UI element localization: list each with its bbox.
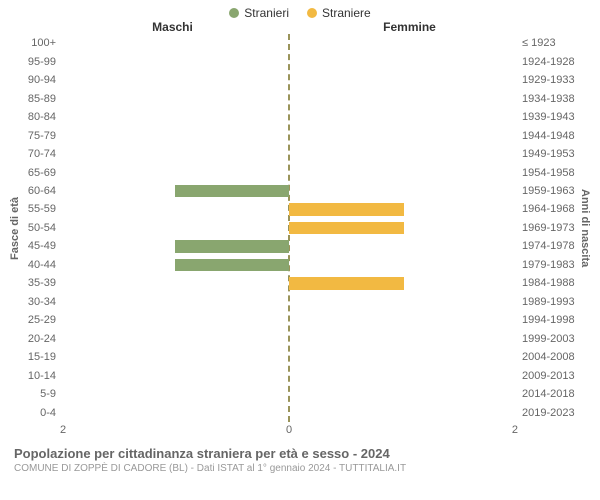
legend-label-male: Stranieri (244, 6, 289, 20)
pyramid-row (60, 71, 518, 89)
chart-area: Fasce di età 100+95-9990-9485-8980-8475-… (0, 34, 600, 422)
age-tick: 30-34 (24, 293, 56, 311)
pyramid-row (60, 348, 518, 366)
pyramid-row (60, 52, 518, 70)
col-header-male: Maschi (54, 20, 291, 34)
pyramid-row (60, 108, 518, 126)
bar-female (289, 203, 404, 216)
age-tick: 85-89 (24, 89, 56, 107)
birth-tick: 1954-1958 (522, 163, 576, 181)
pyramid-row (60, 126, 518, 144)
age-tick: 70-74 (24, 145, 56, 163)
age-tick: 50-54 (24, 219, 56, 237)
col-header-female: Femmine (291, 20, 528, 34)
pyramid-row (60, 219, 518, 237)
age-tick: 25-29 (24, 311, 56, 329)
x-axis: 2 0 2 (0, 424, 600, 436)
pyramid-row (60, 182, 518, 200)
y-axis-label-right: Anni di nascita (576, 34, 594, 422)
pyramid-row (60, 385, 518, 403)
legend-swatch-female (307, 8, 317, 18)
birth-tick: 1939-1943 (522, 108, 576, 126)
legend-swatch-male (229, 8, 239, 18)
pyramid-row (60, 237, 518, 255)
birth-tick: 2004-2008 (522, 348, 576, 366)
chart-subtitle: COMUNE DI ZOPPÈ DI CADORE (BL) - Dati IS… (14, 463, 586, 474)
legend-item-male: Stranieri (229, 6, 289, 20)
y-ticks-age: 100+95-9990-9485-8980-8475-7970-7465-696… (24, 34, 60, 422)
legend-item-female: Straniere (307, 6, 371, 20)
age-tick: 0-4 (24, 403, 56, 421)
birth-tick: 1949-1953 (522, 145, 576, 163)
y-axis-label-left: Fasce di età (6, 34, 24, 422)
pyramid-row (60, 34, 518, 52)
age-tick: 90-94 (24, 71, 56, 89)
plot-area (60, 34, 518, 422)
pyramid-row (60, 274, 518, 292)
age-tick: 15-19 (24, 348, 56, 366)
chart-title: Popolazione per cittadinanza straniera p… (14, 446, 586, 461)
pyramid-row (60, 293, 518, 311)
birth-tick: 1944-1948 (522, 126, 576, 144)
legend: Stranieri Straniere (0, 0, 600, 20)
y-ticks-birth: ≤ 19231924-19281929-19331934-19381939-19… (518, 34, 576, 422)
age-tick: 35-39 (24, 274, 56, 292)
bar-male (175, 185, 290, 198)
pyramid-row (60, 330, 518, 348)
pyramid-row (60, 163, 518, 181)
birth-tick: 1999-2003 (522, 330, 576, 348)
pyramid-row (60, 200, 518, 218)
pyramid-row (60, 89, 518, 107)
birth-tick: 2014-2018 (522, 385, 576, 403)
column-headers: Maschi Femmine (0, 20, 600, 34)
age-tick: 60-64 (24, 182, 56, 200)
birth-tick: 1969-1973 (522, 219, 576, 237)
age-tick: 75-79 (24, 126, 56, 144)
x-tick-left: 2 (60, 424, 66, 436)
age-tick: 10-14 (24, 366, 56, 384)
birth-tick: 2019-2023 (522, 403, 576, 421)
birth-tick: 1924-1928 (522, 52, 576, 70)
birth-tick: 2009-2013 (522, 366, 576, 384)
age-tick: 80-84 (24, 108, 56, 126)
pyramid-row (60, 366, 518, 384)
pyramid-row (60, 403, 518, 421)
age-tick: 45-49 (24, 237, 56, 255)
birth-tick: 1964-1968 (522, 200, 576, 218)
footer: Popolazione per cittadinanza straniera p… (0, 436, 600, 474)
birth-tick: 1994-1998 (522, 311, 576, 329)
age-tick: 95-99 (24, 52, 56, 70)
pyramid-row (60, 256, 518, 274)
age-tick: 65-69 (24, 163, 56, 181)
birth-tick: 1989-1993 (522, 293, 576, 311)
bar-female (289, 222, 404, 235)
age-tick: 40-44 (24, 256, 56, 274)
bar-male (175, 240, 290, 253)
x-tick-right: 2 (512, 424, 518, 436)
birth-tick: 1984-1988 (522, 274, 576, 292)
bar-male (175, 259, 290, 272)
birth-tick: 1979-1983 (522, 256, 576, 274)
legend-label-female: Straniere (322, 6, 371, 20)
pyramid-row (60, 311, 518, 329)
age-tick: 100+ (24, 34, 56, 52)
birth-tick: 1929-1933 (522, 71, 576, 89)
birth-tick: 1974-1978 (522, 237, 576, 255)
pyramid-row (60, 145, 518, 163)
birth-tick: ≤ 1923 (522, 34, 576, 52)
birth-tick: 1959-1963 (522, 182, 576, 200)
age-tick: 5-9 (24, 385, 56, 403)
bar-female (289, 277, 404, 290)
age-tick: 55-59 (24, 200, 56, 218)
age-tick: 20-24 (24, 330, 56, 348)
birth-tick: 1934-1938 (522, 89, 576, 107)
x-tick-center-l: 0 (286, 424, 292, 436)
